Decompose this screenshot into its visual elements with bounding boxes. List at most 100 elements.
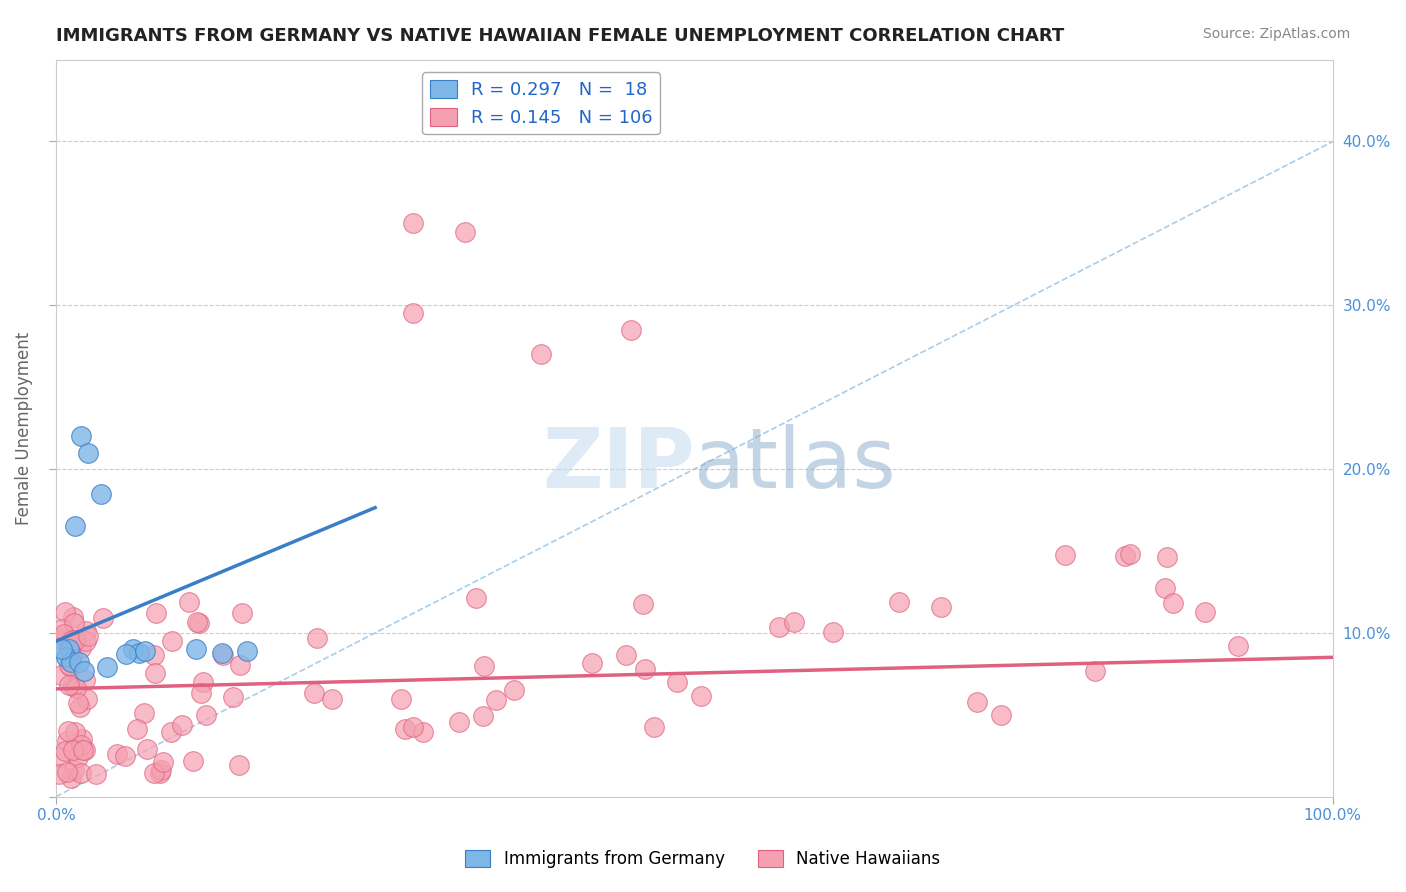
Point bbox=[614, 648, 637, 663]
Point bbox=[75, 742, 97, 756]
Point bbox=[63, 519, 86, 533]
Point bbox=[142, 648, 165, 662]
Point bbox=[55, 650, 77, 665]
Point bbox=[62, 743, 84, 757]
Point bbox=[60, 771, 83, 785]
Point bbox=[60, 648, 83, 663]
Point bbox=[76, 446, 98, 460]
Point bbox=[145, 606, 167, 620]
Point bbox=[1194, 605, 1216, 619]
Point bbox=[70, 732, 93, 747]
Point bbox=[86, 767, 108, 781]
Point bbox=[60, 638, 83, 652]
Point bbox=[221, 690, 243, 704]
Point bbox=[49, 668, 72, 682]
Point bbox=[191, 674, 214, 689]
Point bbox=[1114, 549, 1136, 563]
Point bbox=[75, 673, 97, 687]
Point bbox=[195, 707, 218, 722]
Point bbox=[128, 646, 150, 660]
Point bbox=[177, 595, 200, 609]
Point bbox=[65, 681, 87, 695]
Point bbox=[91, 611, 114, 625]
Point bbox=[181, 755, 204, 769]
Point bbox=[77, 629, 100, 643]
Point bbox=[160, 725, 183, 739]
Text: IMMIGRANTS FROM GERMANY VS NATIVE HAWAIIAN FEMALE UNEMPLOYMENT CORRELATION CHART: IMMIGRANTS FROM GERMANY VS NATIVE HAWAII… bbox=[56, 27, 1064, 45]
Point bbox=[69, 699, 91, 714]
Point bbox=[465, 591, 488, 605]
Point bbox=[1084, 664, 1107, 678]
Point bbox=[236, 644, 259, 658]
Point bbox=[121, 642, 143, 657]
Point bbox=[53, 605, 76, 619]
Point bbox=[966, 695, 988, 709]
Point bbox=[67, 696, 90, 710]
Point bbox=[136, 742, 159, 756]
Point bbox=[55, 764, 77, 779]
Point bbox=[211, 646, 233, 660]
Point bbox=[186, 642, 208, 657]
Point bbox=[143, 666, 166, 681]
Point bbox=[1053, 548, 1076, 562]
Point bbox=[666, 675, 689, 690]
Point bbox=[58, 642, 80, 657]
Point bbox=[63, 725, 86, 739]
Point bbox=[49, 632, 72, 646]
Point bbox=[402, 720, 425, 734]
Legend: Immigrants from Germany, Native Hawaiians: Immigrants from Germany, Native Hawaiian… bbox=[458, 843, 948, 875]
Point bbox=[152, 755, 174, 769]
Point bbox=[75, 634, 97, 648]
Point bbox=[105, 747, 128, 761]
Point bbox=[59, 659, 82, 673]
Point bbox=[70, 429, 93, 443]
Point bbox=[990, 708, 1012, 723]
Point bbox=[70, 765, 93, 780]
Point bbox=[453, 225, 475, 239]
Point bbox=[62, 610, 84, 624]
Point bbox=[1119, 547, 1142, 561]
Point bbox=[76, 691, 98, 706]
Point bbox=[530, 347, 553, 361]
Point bbox=[307, 632, 329, 646]
Point bbox=[62, 679, 84, 693]
Point bbox=[402, 216, 425, 230]
Legend: R = 0.297   N =  18, R = 0.145   N = 106: R = 0.297 N = 18, R = 0.145 N = 106 bbox=[422, 72, 659, 135]
Point bbox=[69, 738, 91, 752]
Point bbox=[212, 648, 235, 662]
Point bbox=[150, 763, 173, 777]
Point bbox=[63, 763, 86, 777]
Point bbox=[75, 624, 97, 639]
Point bbox=[67, 656, 90, 670]
Text: ZIP: ZIP bbox=[541, 425, 695, 506]
Point bbox=[643, 720, 665, 734]
Point bbox=[889, 595, 911, 609]
Point bbox=[823, 624, 845, 639]
Point bbox=[114, 748, 136, 763]
Point bbox=[389, 692, 412, 706]
Point bbox=[231, 606, 253, 620]
Point bbox=[581, 656, 603, 670]
Point bbox=[56, 734, 79, 748]
Point bbox=[394, 722, 416, 736]
Point bbox=[51, 622, 73, 636]
Point bbox=[619, 323, 641, 337]
Point bbox=[115, 647, 138, 661]
Point bbox=[321, 692, 343, 706]
Point bbox=[160, 634, 183, 648]
Point bbox=[149, 765, 172, 780]
Point bbox=[689, 689, 711, 703]
Point bbox=[48, 767, 70, 781]
Text: atlas: atlas bbox=[695, 425, 896, 506]
Point bbox=[90, 486, 112, 500]
Text: Source: ZipAtlas.com: Source: ZipAtlas.com bbox=[1202, 27, 1350, 41]
Point bbox=[143, 765, 166, 780]
Point bbox=[631, 597, 654, 611]
Point bbox=[484, 693, 506, 707]
Point bbox=[51, 642, 73, 657]
Point bbox=[127, 722, 149, 736]
Point bbox=[73, 664, 96, 678]
Point bbox=[228, 757, 250, 772]
Point bbox=[53, 744, 76, 758]
Point bbox=[503, 683, 526, 698]
